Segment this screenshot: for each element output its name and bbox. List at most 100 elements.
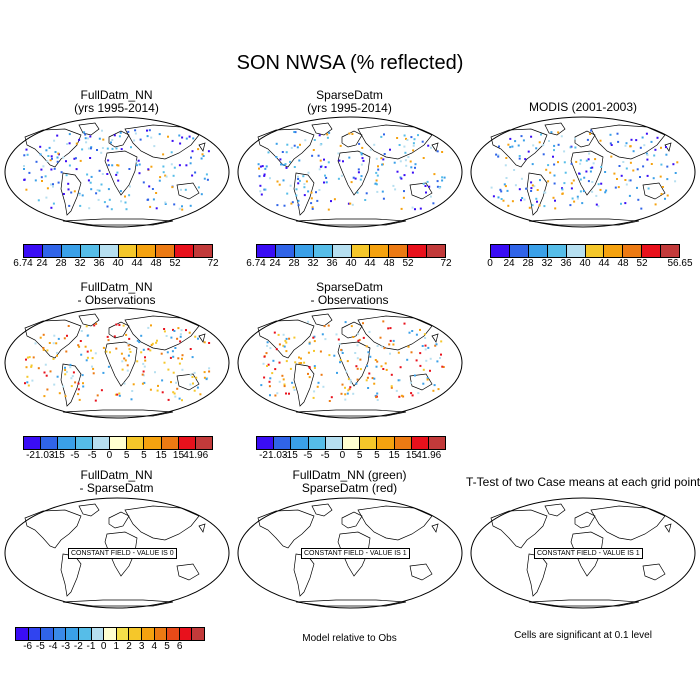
grid-cell-marker	[357, 339, 360, 342]
grid-cell-marker	[165, 175, 168, 178]
grid-cell-marker	[68, 164, 71, 167]
grid-cell-marker	[629, 161, 632, 164]
grid-cell-marker	[282, 344, 285, 347]
grid-cell-marker	[413, 138, 416, 141]
colorbar-swatch	[41, 437, 59, 449]
grid-cell-marker	[604, 171, 607, 173]
grid-cell-marker	[288, 337, 291, 340]
grid-cell-marker	[118, 324, 121, 326]
grid-cell-marker	[148, 129, 151, 132]
grid-cell-marker	[39, 153, 42, 156]
grid-cell-marker	[524, 158, 527, 161]
grid-cell-marker	[163, 361, 166, 364]
grid-cell-marker	[570, 162, 573, 165]
grid-cell-marker	[32, 356, 35, 359]
grid-cell-marker	[313, 390, 316, 393]
grid-cell-marker	[281, 151, 284, 153]
continent-outline	[62, 599, 174, 607]
grid-cell-marker	[410, 351, 413, 354]
continent-outline	[198, 523, 206, 533]
grid-cell-marker	[517, 144, 520, 147]
colorbar-tick-label: 15	[172, 450, 185, 461]
grid-cell-marker	[390, 385, 393, 388]
grid-cell-marker	[41, 180, 43, 182]
grid-cell-marker	[110, 208, 113, 211]
grid-cell-marker	[518, 157, 521, 160]
colorbar-tick-label: -15	[283, 450, 298, 461]
grid-cell-marker	[674, 172, 677, 174]
grid-cell-marker	[548, 140, 550, 142]
grid-cell-marker	[144, 359, 147, 362]
grid-cell-marker	[25, 358, 27, 361]
grid-cell-marker	[433, 384, 436, 387]
grid-cell-marker	[275, 156, 278, 158]
grid-cell-marker	[381, 190, 384, 193]
colorbar-swatch	[528, 245, 548, 257]
grid-cell-marker	[403, 134, 406, 137]
grid-cell-marker	[173, 330, 176, 332]
grid-cell-marker	[297, 204, 300, 207]
grid-cell-marker	[49, 370, 52, 373]
grid-cell-marker	[553, 144, 556, 147]
continent-outline	[78, 503, 100, 517]
grid-cell-marker	[313, 365, 316, 368]
grid-cell-marker	[67, 325, 70, 327]
grid-cell-marker	[109, 351, 111, 354]
map-full-diff	[4, 307, 230, 419]
grid-cell-marker	[184, 188, 187, 191]
grid-cell-marker	[435, 343, 438, 346]
grid-cell-marker	[660, 193, 663, 195]
grid-cell-marker	[554, 199, 556, 202]
grid-cell-marker	[77, 388, 80, 391]
colorbar-swatch	[104, 628, 117, 640]
grid-cell-marker	[30, 365, 33, 368]
colorbar-swatch	[156, 245, 176, 257]
grid-cell-marker	[85, 141, 88, 144]
grid-cell-marker	[67, 188, 70, 191]
grid-cell-marker	[51, 157, 53, 160]
grid-cell-marker	[96, 149, 98, 151]
grid-cell-marker	[124, 195, 126, 198]
grid-cell-marker	[336, 371, 338, 374]
continent-outline	[104, 531, 138, 577]
colorbar-swatch	[427, 245, 446, 257]
grid-cell-marker	[273, 331, 276, 334]
grid-cell-marker	[527, 150, 530, 153]
grid-cell-marker	[173, 166, 176, 169]
grid-cell-marker	[355, 365, 358, 368]
colorbar-swatch	[75, 437, 93, 449]
grid-cell-marker	[579, 190, 582, 193]
colorbar-swatch	[116, 628, 130, 640]
grid-cell-marker	[47, 155, 50, 157]
grid-cell-marker	[349, 202, 352, 205]
colorbar-swatch	[275, 245, 295, 257]
grid-cell-marker	[293, 166, 296, 168]
grid-cell-marker	[650, 140, 653, 143]
grid-cell-marker	[171, 186, 174, 189]
grid-cell-marker	[415, 333, 418, 336]
grid-cell-marker	[653, 154, 656, 157]
grid-cell-marker	[409, 381, 412, 384]
grid-cell-marker	[159, 176, 162, 179]
grid-cell-marker	[141, 373, 144, 376]
colorbar-tick-label: 24	[503, 258, 515, 269]
colorbar-tick-label: 28	[522, 258, 534, 269]
colorbar-tick-label: 32	[307, 258, 319, 269]
grid-cell-marker	[257, 163, 260, 166]
grid-cell-marker	[313, 340, 316, 343]
grid-cell-marker	[181, 136, 184, 139]
grid-cell-marker	[125, 208, 128, 211]
grid-cell-marker	[90, 188, 93, 191]
grid-cell-marker	[425, 359, 428, 362]
grid-cell-marker	[390, 373, 393, 376]
continent-outline	[431, 142, 439, 152]
grid-cell-marker	[432, 389, 435, 392]
colorbar-tick-label: 5	[123, 450, 130, 461]
grid-cell-marker	[100, 389, 103, 392]
grid-cell-marker	[622, 161, 625, 163]
grid-cell-marker	[346, 360, 349, 363]
grid-cell-marker	[323, 181, 325, 184]
grid-cell-marker	[297, 182, 300, 185]
grid-cell-marker	[42, 333, 45, 336]
grid-cell-marker	[441, 179, 444, 182]
